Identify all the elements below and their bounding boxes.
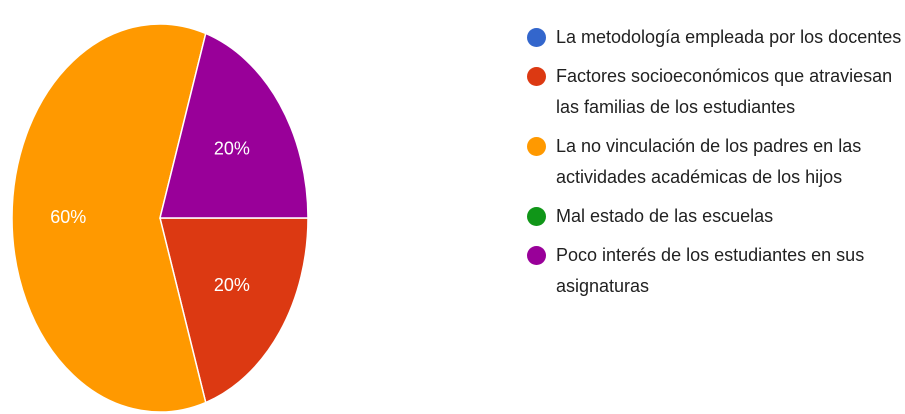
legend-swatch (527, 137, 546, 156)
legend-item: Factores socioeconómicos que atraviesan … (527, 61, 902, 123)
slice-label: 20% (214, 275, 250, 295)
legend: La metodología empleada por los docentes… (527, 22, 902, 302)
pie-slice (159, 217, 309, 404)
legend-label: Poco interés de los estudiantes en sus a… (556, 245, 865, 296)
legend-swatch (527, 28, 546, 47)
pie-slice (11, 23, 207, 413)
legend-swatch (527, 67, 546, 86)
legend-item: La metodología empleada por los docentes (527, 22, 902, 53)
legend-item: La no vinculación de los padres en las a… (527, 131, 902, 193)
legend-label: Factores socioeconómicos que atraviesan … (556, 66, 893, 117)
legend-label: La no vinculación de los padres en las a… (556, 136, 862, 187)
legend-item: Poco interés de los estudiantes en sus a… (527, 240, 902, 302)
legend-label: La metodología empleada por los docentes (556, 27, 902, 47)
slice-label: 60% (50, 207, 86, 227)
pie-slice (159, 32, 309, 219)
slice-label: 20% (214, 138, 250, 158)
legend-swatch (527, 207, 546, 226)
legend-label: Mal estado de las escuelas (556, 206, 774, 226)
legend-item: Mal estado de las escuelas (527, 201, 902, 232)
legend-swatch (527, 246, 546, 265)
